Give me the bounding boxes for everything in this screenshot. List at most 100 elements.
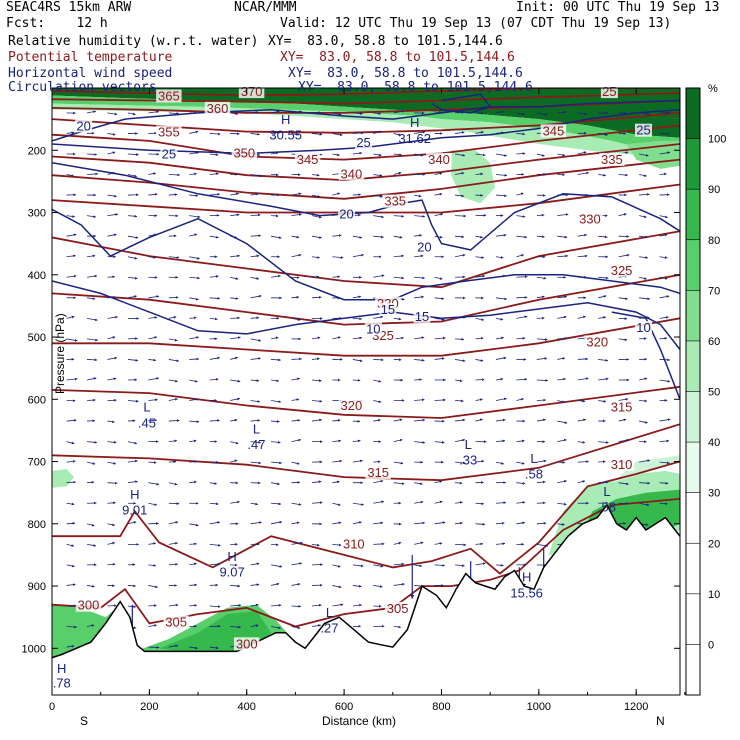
circulation-vector: [127, 295, 137, 299]
circulation-vector: [230, 356, 238, 360]
circulation-vector: [659, 233, 668, 237]
circulation-vector: [475, 317, 485, 321]
circulation-vector: [557, 479, 567, 484]
circulation-vector: [495, 356, 507, 360]
circulation-vector: [230, 297, 239, 300]
circulation-vector: [352, 295, 362, 299]
circulation-vector: [495, 461, 504, 465]
circulation-vector: [414, 358, 425, 362]
circulation-vector: [516, 378, 528, 381]
circulation-vector: [148, 398, 158, 402]
circulation-vector: [291, 502, 302, 506]
circulation-vector: [209, 646, 219, 650]
circulation-vector: [598, 173, 606, 177]
circulation-vector: [495, 336, 504, 340]
circulation-vector: [393, 171, 402, 175]
circulation-vector: [168, 482, 178, 486]
circulation-vector: [475, 522, 486, 526]
circulation-vector: [639, 174, 647, 177]
y-tick-label: 200: [28, 145, 46, 157]
circulation-vector: [209, 132, 221, 136]
circulation-vector: [250, 419, 261, 422]
circulation-vector: [311, 295, 322, 299]
label-bg: [338, 167, 365, 181]
circulation-vector: [168, 379, 178, 383]
circulation-vector: [66, 254, 76, 258]
circulation-vector: [66, 419, 77, 422]
circulation-vector: [189, 379, 198, 383]
wind-contour-1: [52, 109, 680, 155]
circulation-vector: [168, 541, 178, 545]
circulation-vector: [148, 316, 158, 319]
circulation-vector: [393, 254, 405, 258]
theta-label: 360: [207, 101, 229, 116]
circulation-vector: [455, 564, 465, 567]
circulation-vector: [434, 297, 445, 300]
circulation-vector: [536, 459, 547, 463]
circulation-vector: [434, 398, 446, 402]
circulation-vector: [659, 379, 671, 383]
circulation-vector: [414, 215, 426, 218]
y-tick-label: 900: [28, 581, 46, 593]
circulation-vector: [87, 358, 98, 362]
circulation-vector: [209, 378, 219, 381]
colorbar-swatch: [686, 189, 700, 241]
circulation-vector: [414, 234, 423, 237]
extremum-value: 31.62: [398, 131, 431, 146]
circulation-vector: [536, 112, 548, 116]
circulation-vector: [373, 112, 382, 115]
circulation-vector: [311, 132, 323, 136]
circulation-vector: [516, 254, 525, 258]
theta-label: 305: [165, 615, 187, 630]
circulation-vector: [87, 153, 98, 156]
circulation-vector: [557, 315, 567, 319]
circulation-vector: [373, 418, 381, 422]
circulation-vector: [495, 397, 507, 401]
circulation-vector: [639, 481, 651, 485]
label-bg: [163, 615, 189, 629]
circulation-vector: [536, 543, 549, 548]
circulation-vector: [250, 461, 262, 465]
label-bg: [231, 146, 258, 160]
circulation-vector: [373, 479, 384, 484]
circulation-vector: [311, 480, 322, 484]
circulation-vector: [271, 482, 280, 486]
circulation-vector: [107, 420, 115, 424]
circulation-vector: [311, 501, 323, 504]
circulation-vector: [230, 254, 240, 258]
circulation-vector: [332, 112, 342, 116]
circulation-vector: [659, 256, 668, 259]
circulation-vector: [659, 481, 669, 485]
wind-label: 20: [339, 207, 353, 222]
circulation-vector: [373, 315, 384, 319]
circulation-vector: [107, 112, 118, 116]
colorbar-swatch: [686, 88, 700, 140]
circulation-vector: [475, 111, 484, 115]
field-rh-xy: XY= 83.0, 58.8 to 101.5,144.6: [268, 34, 503, 49]
axes: 0 200 400 600 800 1000 1200 200 300 400 500 600 700 8…: [22, 88, 686, 713]
circulation-vector: [475, 153, 486, 157]
circulation-vector: [168, 603, 179, 607]
circulation-vector: [209, 172, 219, 176]
colorbar-swatch: [686, 593, 700, 645]
circulation-vector: [127, 419, 136, 423]
circulation-vector: [66, 480, 77, 484]
extremum-kind: L: [603, 484, 610, 499]
circulation-vector: [168, 419, 180, 422]
circulation-vector: [495, 131, 505, 135]
circulation-vector: [209, 317, 218, 321]
circulation-vector: [209, 502, 219, 506]
circulation-vector: [107, 171, 116, 175]
circulation-vector: [434, 111, 442, 114]
x-tick-label: 0: [49, 701, 55, 713]
circulation-vector: [414, 521, 426, 525]
circulation-vector: [189, 130, 199, 134]
circulation-vector: [127, 256, 138, 260]
circulation-vector: [618, 438, 630, 443]
circulation-vector: [577, 151, 587, 155]
circulation-vector: [373, 174, 383, 177]
circulation-vector: [148, 336, 158, 340]
circulation-vector: [250, 234, 262, 238]
circulation-vector: [127, 235, 139, 239]
circulation-vector: [86, 461, 96, 465]
